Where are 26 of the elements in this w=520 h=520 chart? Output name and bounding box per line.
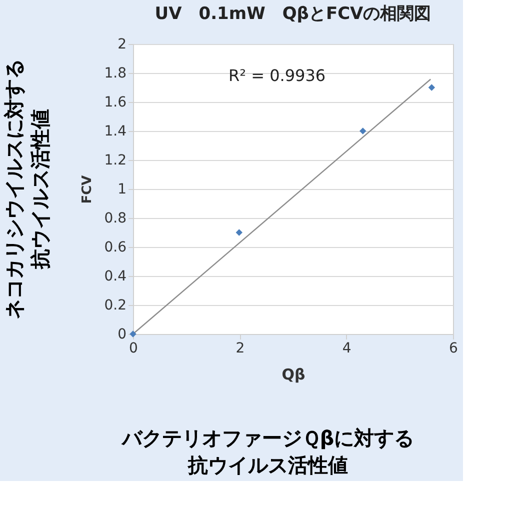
y-tick-label: 0.4	[104, 268, 127, 284]
x-tick-label: 0	[129, 340, 138, 356]
text: バクテリオファージＱβに対する	[120, 426, 414, 450]
y-tick-label: 1	[118, 182, 126, 198]
y-tick-label: 2	[118, 36, 126, 52]
x-tick-label: 2	[236, 340, 245, 356]
y-tick-label: 1.8	[104, 66, 126, 82]
point	[360, 128, 366, 134]
y-axis-title: FCV	[80, 175, 96, 204]
y-tick-label: 0.2	[104, 298, 126, 314]
chart-title: UV 0.1mW QβとFCVの相関図	[154, 4, 432, 24]
text: ネコカリシウイルスに対する	[2, 59, 26, 319]
point	[428, 84, 436, 91]
text: 抗ウイルス活性値	[28, 109, 52, 270]
x-axis-title: Qβ	[282, 366, 306, 384]
y-tick-label: 0	[118, 326, 126, 342]
y-tick-label: 0.8	[104, 210, 126, 226]
y-tick-label: 1.4	[104, 124, 127, 140]
x-tick-label: 6	[449, 340, 458, 356]
annotation: R² = 0.9936	[228, 66, 326, 85]
y-tick-label: 0.6	[104, 240, 127, 256]
y-tick-label: 1.2	[104, 152, 126, 168]
point	[236, 229, 242, 236]
y-tick-label: 1.6	[104, 94, 127, 110]
x-tick-label: 4	[342, 340, 352, 356]
text: 抗ウイルス活性値	[187, 453, 348, 477]
